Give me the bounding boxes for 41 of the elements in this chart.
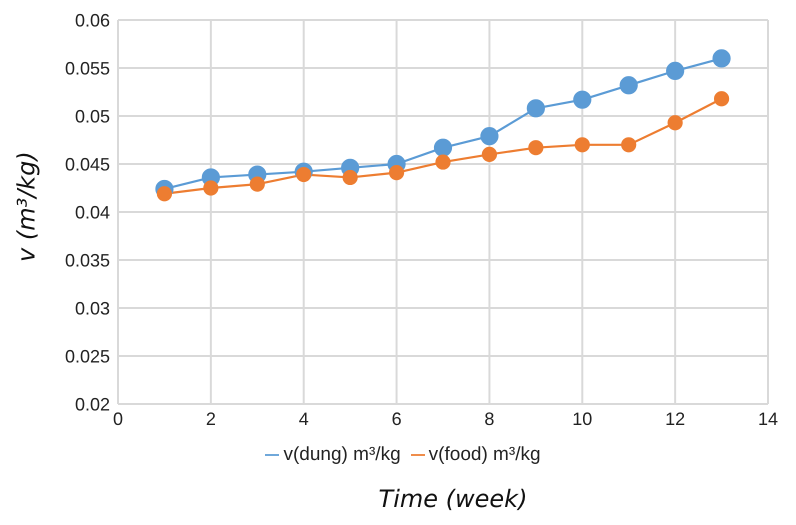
point bbox=[574, 137, 590, 152]
point bbox=[712, 49, 731, 68]
x-tick-label: 6 bbox=[392, 408, 402, 429]
point bbox=[621, 137, 636, 152]
point bbox=[714, 91, 730, 106]
point bbox=[250, 176, 265, 192]
point bbox=[668, 115, 683, 130]
x-tick-label: 0 bbox=[112, 408, 124, 429]
point bbox=[573, 90, 592, 109]
y-tick-label: 0.05 bbox=[74, 106, 110, 126]
y-axis-title: v (m³/kg) bbox=[12, 151, 41, 262]
y-tick-label: 0.06 bbox=[74, 10, 110, 30]
point bbox=[482, 146, 498, 162]
point bbox=[620, 76, 638, 94]
point bbox=[203, 180, 218, 196]
point bbox=[342, 170, 358, 186]
y-tick-label: 0.025 bbox=[64, 346, 110, 366]
y-tick-label: 0.035 bbox=[64, 250, 110, 270]
legend-label: v(food) m³/kg bbox=[428, 444, 541, 465]
x-tick-label: 2 bbox=[206, 408, 216, 429]
point bbox=[388, 165, 404, 180]
y-tick-label: 0.045 bbox=[64, 154, 110, 174]
point bbox=[296, 166, 312, 182]
point bbox=[435, 154, 451, 170]
x-tick-label: 4 bbox=[298, 408, 309, 429]
y-tick-label: 0.02 bbox=[74, 394, 110, 414]
point bbox=[528, 140, 544, 156]
point bbox=[526, 99, 545, 118]
point bbox=[666, 62, 684, 80]
legend-label: v(dung) m³/kg bbox=[283, 444, 401, 465]
point bbox=[156, 186, 172, 202]
x-tick-label: 10 bbox=[572, 408, 592, 429]
x-tick-label: 12 bbox=[665, 408, 686, 429]
y-tick-label: 0.055 bbox=[64, 58, 110, 78]
x-tick-label: 14 bbox=[758, 408, 778, 429]
y-tick-label: 0.03 bbox=[74, 298, 110, 318]
point bbox=[480, 127, 499, 146]
y-tick-label: 0.04 bbox=[74, 202, 110, 222]
point bbox=[434, 138, 452, 157]
x-tick-label: 8 bbox=[484, 408, 494, 429]
x-axis-title: Time (week) bbox=[378, 485, 528, 513]
